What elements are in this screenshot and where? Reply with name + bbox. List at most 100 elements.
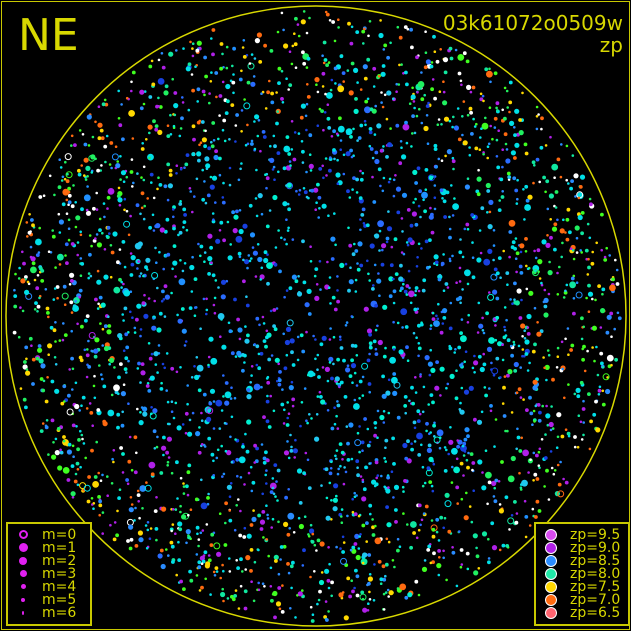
star-marker — [358, 425, 361, 428]
star-marker — [491, 480, 497, 486]
star-marker — [282, 544, 287, 549]
star-marker — [579, 249, 582, 252]
star-marker — [273, 554, 279, 560]
star-marker — [580, 316, 584, 321]
star-marker — [457, 54, 465, 61]
star-marker — [353, 242, 356, 246]
star-marker — [110, 250, 115, 255]
star-marker — [235, 559, 238, 562]
star-marker — [44, 399, 49, 404]
star-marker — [533, 472, 538, 477]
star-marker — [374, 347, 378, 351]
zp-color-swatch — [542, 541, 560, 554]
star-marker — [353, 491, 357, 495]
star-marker — [262, 339, 267, 343]
star-marker — [324, 157, 328, 160]
star-marker — [245, 295, 248, 299]
star-marker — [19, 387, 23, 390]
star-marker — [244, 432, 247, 436]
star-marker — [528, 361, 531, 365]
star-marker — [168, 422, 171, 426]
legend-label: zp=6.5 — [570, 604, 621, 621]
star-marker — [308, 413, 311, 416]
star-marker — [462, 441, 467, 446]
star-marker — [170, 410, 174, 414]
star-marker — [76, 241, 80, 244]
star-marker — [70, 204, 75, 209]
star-marker — [411, 132, 414, 135]
star-marker — [442, 100, 448, 106]
star-marker — [237, 327, 243, 333]
star-marker — [302, 280, 307, 285]
star-marker — [209, 593, 212, 596]
star-marker — [498, 199, 502, 202]
zp-color-swatch — [542, 567, 560, 580]
star-marker — [381, 64, 386, 68]
star-marker — [203, 550, 208, 555]
star-marker — [368, 573, 372, 576]
star-marker — [433, 320, 440, 327]
star-marker — [409, 545, 413, 550]
zp-color-swatch — [542, 593, 560, 606]
star-marker — [497, 341, 503, 347]
star-marker — [220, 591, 226, 598]
star-marker — [178, 230, 183, 235]
marker-size-swatch — [14, 597, 32, 602]
star-marker — [450, 184, 453, 187]
star-marker — [347, 226, 350, 230]
star-marker — [136, 489, 140, 493]
star-marker — [101, 511, 105, 514]
star-marker — [13, 304, 18, 309]
star-marker — [201, 197, 206, 202]
star-marker — [47, 315, 50, 319]
star-marker — [166, 134, 171, 139]
star-marker — [181, 101, 185, 104]
star-marker — [436, 563, 442, 569]
star-marker — [250, 53, 254, 56]
star-marker — [389, 356, 396, 364]
star-marker — [388, 276, 394, 282]
star-marker — [433, 207, 437, 211]
star-marker — [242, 39, 246, 42]
star-marker — [388, 294, 393, 299]
star-marker — [473, 371, 476, 374]
star-marker — [405, 241, 409, 244]
star-marker — [83, 157, 89, 163]
star-marker — [70, 134, 74, 138]
star-marker — [230, 351, 235, 356]
star-marker — [472, 117, 475, 121]
star-marker — [163, 184, 168, 189]
star-marker — [359, 169, 362, 173]
star-marker — [104, 160, 107, 164]
star-marker — [108, 163, 112, 166]
star-marker — [329, 302, 332, 305]
star-marker — [393, 484, 400, 490]
star-marker — [351, 381, 354, 385]
star-marker — [352, 176, 356, 181]
star-marker — [382, 577, 387, 582]
star-marker — [471, 468, 474, 472]
star-marker — [294, 16, 298, 21]
star-marker — [162, 435, 166, 440]
star-marker — [600, 361, 604, 366]
star-marker — [229, 397, 233, 400]
star-marker — [103, 98, 107, 102]
star-marker — [453, 197, 456, 200]
star-marker — [410, 521, 417, 528]
star-marker — [339, 54, 344, 59]
star-marker — [458, 250, 463, 255]
star-marker — [372, 200, 377, 204]
star-marker — [184, 411, 189, 416]
star-marker — [411, 114, 415, 118]
star-marker — [333, 483, 339, 489]
star-marker — [363, 417, 367, 421]
star-marker — [254, 114, 260, 120]
star-marker — [478, 229, 482, 232]
star-marker — [567, 383, 570, 386]
star-marker — [214, 566, 219, 570]
star-marker — [222, 181, 225, 185]
star-marker — [258, 60, 263, 64]
star-marker — [565, 178, 568, 182]
star-marker — [317, 216, 321, 219]
star-marker — [606, 314, 612, 320]
